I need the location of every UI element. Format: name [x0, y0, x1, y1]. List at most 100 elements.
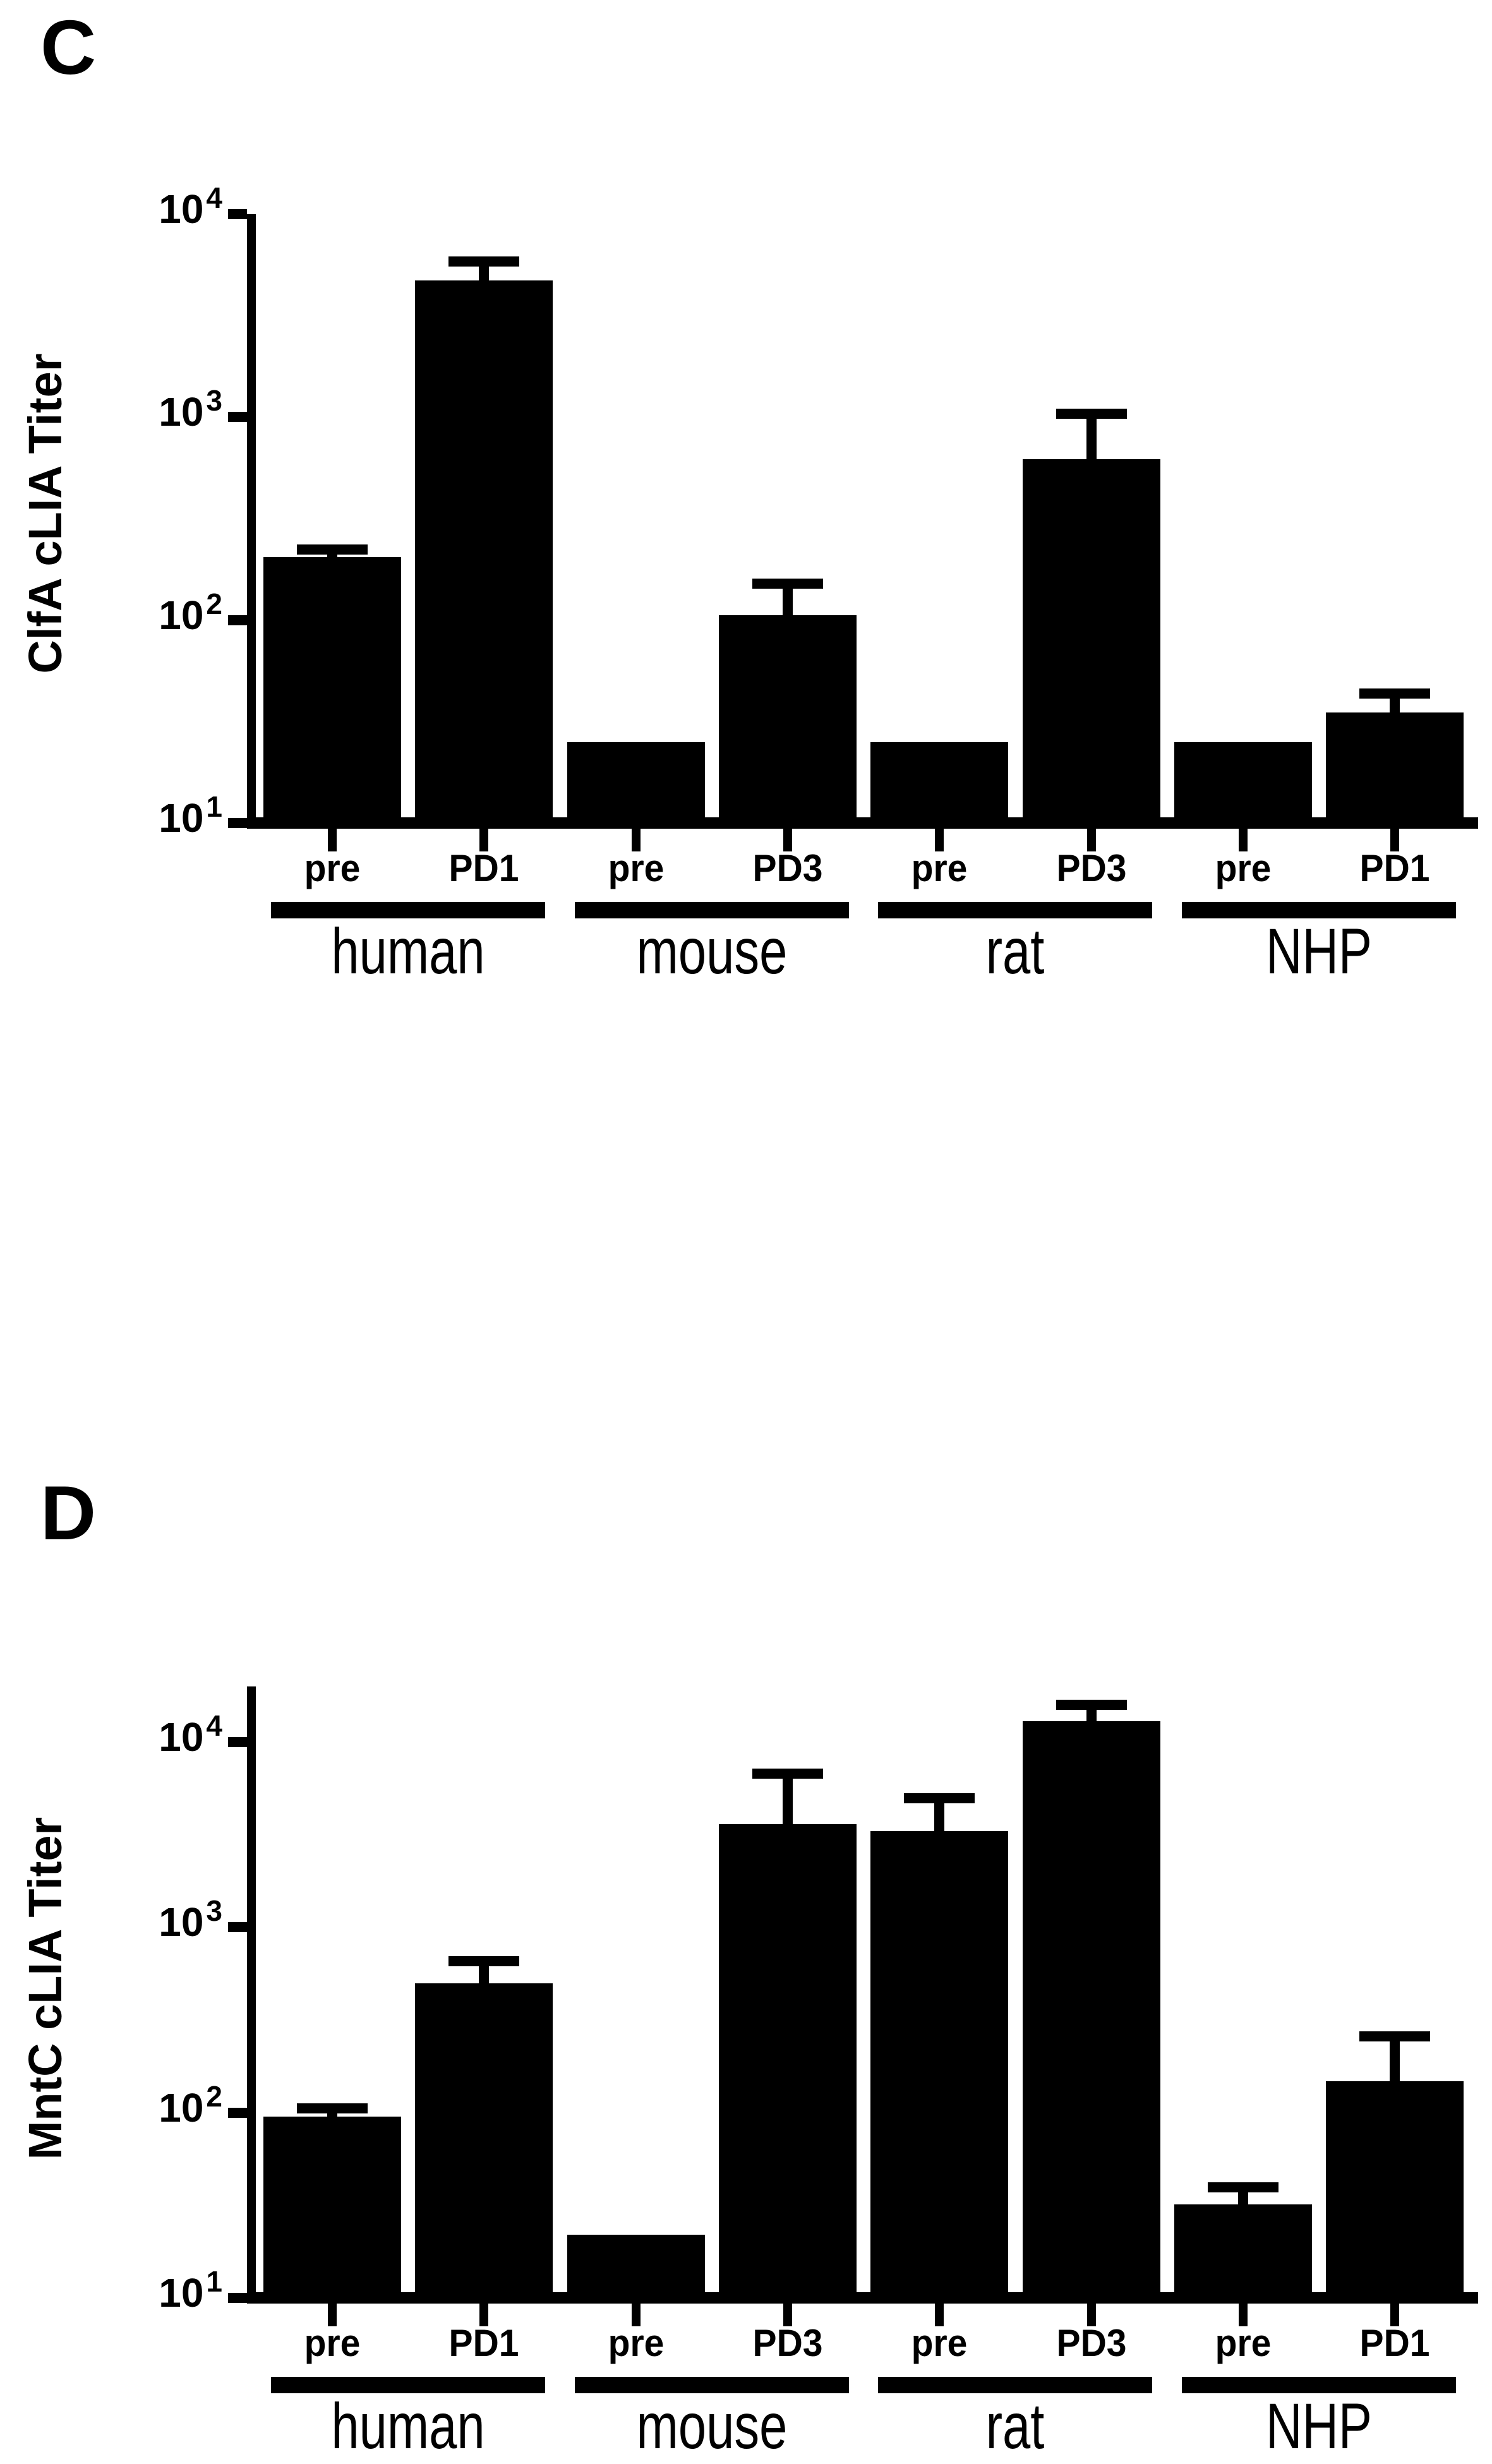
bar-rat-PD3: [1022, 459, 1160, 829]
group-underline-human: [271, 902, 546, 918]
y-tick-base: 10: [159, 795, 204, 841]
y-axis-spine: [247, 1686, 256, 2304]
bar-rat-pre: [870, 1831, 1009, 2304]
panel-letter-c: C: [40, 4, 97, 90]
group-label-mouse: mouse: [636, 915, 788, 987]
y-tick-label: 103: [58, 1896, 222, 1945]
group-underline-rat: [878, 902, 1153, 918]
x-axis-tick: [1086, 2304, 1096, 2326]
x-axis-tick: [328, 829, 337, 851]
x-axis-tick: [631, 2304, 641, 2326]
group-underline-NHP: [1181, 902, 1457, 918]
x-axis-tick: [935, 829, 944, 851]
bar-mouse-PD3: [718, 1824, 857, 2304]
y-tick-base: 10: [159, 1899, 204, 1945]
y-tick-exponent: 2: [206, 2079, 222, 2113]
condition-label-rat-PD3: PD3: [1056, 2322, 1126, 2364]
bar-rat-PD3: [1022, 1721, 1160, 2304]
y-tick-label: 102: [58, 589, 222, 638]
error-bar-cap: [1056, 1699, 1127, 1710]
y-tick-exponent: 1: [206, 2265, 222, 2298]
group-label-rat: rat: [985, 915, 1045, 987]
y-tick-exponent: 4: [206, 1709, 222, 1743]
group-label-NHP: NHP: [1265, 2390, 1372, 2462]
y-axis-tick: [228, 615, 247, 625]
bar-mouse-PD3: [718, 615, 857, 829]
group-underline-human: [271, 2377, 546, 2393]
y-tick-base: 10: [159, 1714, 204, 1760]
y-tick-exponent: 1: [206, 790, 222, 823]
plot-area-d: 101 102 103 104 pre PD1 human pre PD3 mouse pre PD3…: [0, 1446, 1492, 2464]
y-tick-label: 102: [58, 2082, 222, 2130]
y-axis-tick: [228, 2107, 247, 2118]
x-axis-line: [247, 2292, 1478, 2304]
y-axis-tick: [228, 818, 247, 828]
error-bar-cap: [448, 1956, 520, 1966]
group-label-mouse: mouse: [636, 2390, 788, 2462]
error-bar-cap: [752, 579, 823, 589]
panel-d: D MntC cLIA Titer 101 102 103 104 pre PD1 huma…: [0, 1446, 1492, 2464]
condition-label-mouse-pre: pre: [608, 2322, 664, 2364]
panel-c: C ClfA cLIA Titer 101 102 103 104 pre PD1 huma…: [0, 0, 1492, 1105]
y-tick-label: 103: [58, 386, 222, 435]
bar-NHP-PD1: [1326, 2081, 1464, 2304]
condition-label-NHP-pre: pre: [1215, 2322, 1272, 2364]
y-tick-exponent: 4: [206, 181, 222, 215]
bar-mouse-pre: [567, 742, 705, 829]
error-bar-stem: [1086, 409, 1097, 460]
bar-NHP-PD1: [1326, 712, 1464, 829]
bar-human-PD1: [415, 280, 553, 829]
y-axis-tick: [228, 209, 247, 220]
y-tick-base: 10: [159, 186, 204, 232]
y-tick-base: 10: [159, 389, 204, 435]
condition-label-human-pre: pre: [304, 847, 361, 889]
x-axis-tick: [631, 829, 641, 851]
group-underline-mouse: [574, 902, 849, 918]
group-underline-rat: [878, 2377, 1153, 2393]
bar-NHP-pre: [1174, 2204, 1312, 2304]
group-label-NHP: NHP: [1265, 915, 1372, 987]
error-bar-stem: [782, 1768, 793, 1825]
condition-label-rat-pre: pre: [911, 847, 968, 889]
bar-human-pre: [263, 556, 401, 829]
x-axis-tick: [783, 2304, 792, 2326]
x-axis-tick: [1238, 829, 1248, 851]
x-axis-tick: [783, 829, 792, 851]
y-tick-label: 104: [58, 183, 222, 232]
condition-label-rat-pre: pre: [911, 2322, 968, 2364]
y-tick-base: 10: [159, 592, 204, 638]
group-underline-mouse: [574, 2377, 849, 2393]
y-tick-base: 10: [159, 2084, 204, 2130]
condition-label-mouse-pre: pre: [608, 847, 664, 889]
y-axis-spine: [247, 214, 256, 829]
group-label-rat: rat: [985, 2390, 1045, 2462]
x-axis-tick: [479, 2304, 489, 2326]
condition-label-mouse-PD3: PD3: [752, 2322, 823, 2364]
error-bar-cap: [448, 256, 520, 267]
condition-label-human-PD1: PD1: [448, 847, 519, 889]
y-tick-label: 101: [58, 2267, 222, 2316]
y-tick-label: 101: [58, 792, 222, 841]
y-tick-base: 10: [159, 2270, 204, 2316]
bar-human-PD1: [415, 1983, 553, 2304]
group-label-human: human: [331, 915, 485, 987]
y-axis-tick: [228, 2293, 247, 2303]
condition-label-NHP-PD1: PD1: [1359, 847, 1430, 889]
bar-NHP-pre: [1174, 742, 1312, 829]
condition-label-human-pre: pre: [304, 2322, 361, 2364]
error-bar-cap: [297, 2103, 368, 2114]
x-axis-tick: [479, 829, 489, 851]
condition-label-human-PD1: PD1: [448, 2322, 519, 2364]
condition-label-NHP-PD1: PD1: [1359, 2322, 1430, 2364]
y-tick-exponent: 3: [206, 384, 222, 418]
error-bar-cap: [297, 544, 368, 555]
error-bar-cap: [904, 1793, 975, 1803]
y-tick-label: 104: [58, 1711, 222, 1760]
group-underline-NHP: [1181, 2377, 1457, 2393]
x-axis-tick: [1390, 2304, 1400, 2326]
x-axis-line: [247, 817, 1478, 829]
panel-letter-d: D: [40, 1470, 97, 1556]
error-bar-cap: [1056, 409, 1127, 419]
y-tick-exponent: 3: [206, 1894, 222, 1928]
